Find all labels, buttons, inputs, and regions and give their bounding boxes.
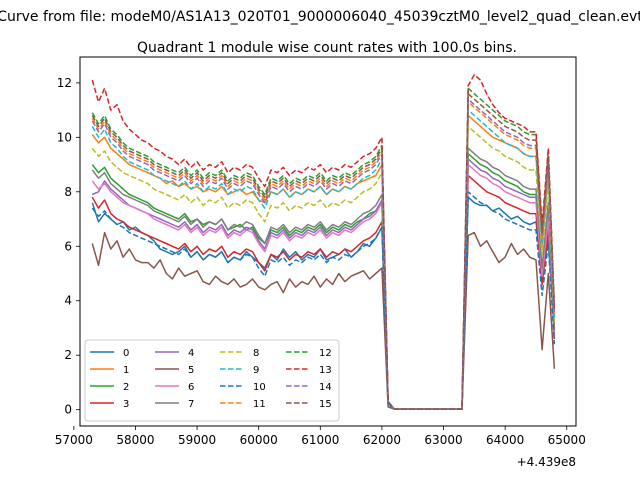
legend-label-9: 9: [253, 365, 259, 376]
legend-label-8: 8: [253, 348, 259, 359]
legend-label-5: 5: [188, 365, 194, 376]
y-tick-label: 2: [64, 348, 72, 362]
series-line-9: [91, 109, 556, 410]
y-tick-label: 12: [57, 76, 72, 90]
legend-box: [84, 339, 340, 422]
x-tick-label: 65000: [548, 433, 586, 447]
series-line-0: [91, 196, 556, 410]
legend-label-3: 3: [123, 399, 129, 410]
y-tick-label: 8: [64, 185, 72, 199]
x-tick-label: 61000: [301, 433, 339, 447]
series-line-14: [91, 98, 556, 410]
x-tick-label: 59000: [178, 433, 216, 447]
series-line-11: [91, 101, 556, 410]
series-line-5: [91, 231, 556, 410]
x-tick-label: 58000: [116, 433, 154, 447]
x-tick-label: 63000: [424, 433, 462, 447]
legend-label-1: 1: [123, 365, 129, 376]
series-line-10: [91, 191, 556, 410]
legend-label-14: 14: [319, 382, 332, 393]
legend-label-11: 11: [253, 399, 266, 410]
y-tick-label: 10: [57, 130, 72, 144]
x-tick-label: 60000: [240, 433, 278, 447]
chart-suptitle: Curve from file: modeM0/AS1A13_020T01_90…: [0, 9, 640, 25]
y-tick-label: 6: [64, 239, 72, 253]
series-line-4: [92, 158, 556, 410]
axes-layer: 57000 58000 59000 60000 61000 62000 63000 64000…: [55, 76, 586, 447]
series-line-13: [91, 73, 556, 410]
legend-label-0: 0: [123, 348, 129, 359]
legend-label-15: 15: [319, 399, 332, 410]
series-line-3: [91, 174, 556, 410]
plot-frame: [79, 56, 577, 427]
series-line-12: [91, 87, 556, 410]
series-line-8: [91, 125, 556, 410]
series-line-2: [91, 152, 556, 410]
series-layer: [91, 73, 556, 410]
legend-label-2: 2: [123, 382, 129, 393]
x-offset-label: +4.439e8: [517, 455, 576, 469]
series-line-7: [91, 147, 556, 410]
legend-label-7: 7: [188, 399, 194, 410]
y-tick-label: 0: [64, 403, 72, 417]
legend-label-13: 13: [319, 365, 332, 376]
series-line-6: [91, 163, 556, 410]
legend-label-10: 10: [253, 382, 266, 393]
legend-label-12: 12: [319, 348, 332, 359]
series-line-15: [91, 93, 556, 410]
x-tick-label: 62000: [363, 433, 401, 447]
legend-label-6: 6: [188, 382, 194, 393]
y-tick-label: 4: [64, 294, 72, 308]
chart-title: Quadrant 1 module wise count rates with …: [137, 40, 517, 56]
x-tick-label: 64000: [486, 433, 524, 447]
legend-label-4: 4: [188, 348, 194, 359]
x-tick-label: 57000: [55, 433, 93, 447]
